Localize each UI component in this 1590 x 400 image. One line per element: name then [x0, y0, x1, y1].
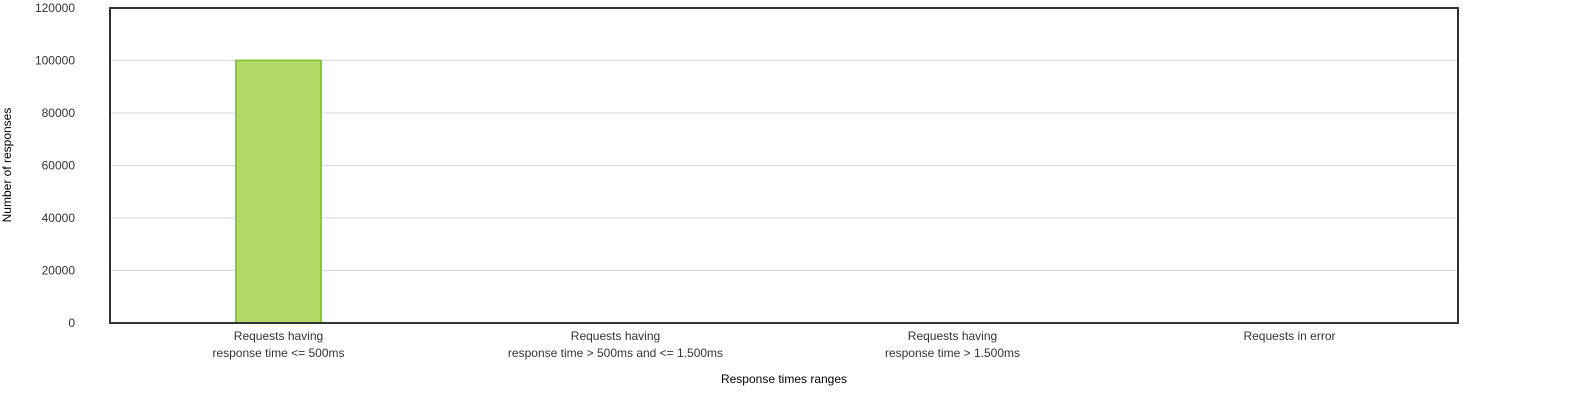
- x-tick-label: Requests having: [908, 329, 997, 343]
- y-tick-label: 80000: [42, 106, 76, 120]
- y-tick-label: 20000: [42, 264, 76, 278]
- grid-layer: [110, 60, 1458, 271]
- y-tick-label: 40000: [42, 211, 76, 225]
- y-tick-label: 120000: [35, 1, 75, 15]
- y-axis-ticks: 0 20000 40000 60000 80000 100000 120000: [35, 1, 75, 330]
- x-tick-label: Requests having: [234, 329, 323, 343]
- y-axis-label: Number of responses: [0, 108, 14, 223]
- x-axis-ticks: Requests having response time <= 500ms Req…: [212, 329, 1335, 360]
- x-tick-label: response time <= 500ms: [212, 346, 344, 360]
- x-tick-label: Requests having: [571, 329, 660, 343]
- y-tick-label: 60000: [42, 159, 76, 173]
- x-tick-label: response time > 500ms and <= 1.500ms: [508, 346, 723, 360]
- y-tick-label: 100000: [35, 54, 75, 68]
- plot-frame: [109, 7, 1459, 324]
- x-tick-label: response time > 1.500ms: [885, 346, 1020, 360]
- x-axis-label: Response times ranges: [721, 372, 847, 386]
- bar[interactable]: [235, 59, 322, 324]
- y-tick-label: 0: [68, 316, 75, 330]
- bars-layer: [235, 59, 322, 324]
- x-tick-label: Requests in error: [1243, 329, 1335, 343]
